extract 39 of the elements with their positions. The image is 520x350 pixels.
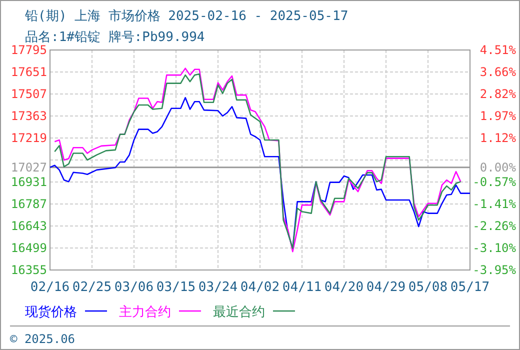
x-tick-label: 03/06: [114, 280, 154, 295]
y-tick-label: 17363: [10, 109, 47, 123]
y-tick-label: 17651: [10, 65, 47, 79]
x-tick-label: 05/08: [408, 280, 448, 295]
x-tick-label: 02/16: [30, 280, 70, 295]
x-tick-label: 03/24: [198, 280, 238, 295]
y-tick-label: 16787: [10, 197, 47, 211]
y2-tick-label: 1.97%: [480, 109, 517, 124]
y2-tick-label: -0.57%: [472, 175, 517, 190]
x-tick-label: 04/20: [324, 280, 364, 295]
y2-tick-label: 0.00%: [480, 160, 517, 174]
y2-tick-label: -2.26%: [472, 219, 517, 234]
y-tick-label: 17027: [10, 160, 47, 174]
x-tick-label: 05/17: [450, 280, 490, 295]
legend-label: 现货价格: [25, 305, 77, 320]
y-tick-label: 16355: [10, 263, 47, 277]
y-tick-label: 17507: [10, 87, 47, 101]
x-tick-label: 04/02: [240, 280, 280, 295]
x-tick-label: 03/15: [156, 280, 196, 295]
x-tick-label: 04/11: [282, 280, 322, 295]
y-tick-label: 16643: [10, 219, 47, 233]
legend-label: 主力合约: [119, 304, 171, 320]
y2-tick-label: -3.10%: [472, 240, 517, 255]
chart-subtitle: 品名:1#铅锭 牌号:Pb99.994: [25, 30, 205, 45]
y-tick-label: 16499: [10, 241, 47, 255]
x-tick-label: 04/29: [366, 280, 406, 295]
y2-tick-label: -3.95%: [472, 263, 517, 277]
y2-tick-label: 4.51%: [480, 43, 517, 57]
y2-tick-label: 3.66%: [480, 65, 517, 80]
y2-tick-label: -1.41%: [472, 196, 517, 211]
y-tick-label: 17219: [10, 131, 47, 145]
x-tick-label: 02/25: [72, 280, 112, 295]
y-tick-label: 17795: [10, 43, 47, 57]
legend-label: 最近合约: [213, 305, 265, 320]
y2-tick-label: 1.12%: [480, 131, 517, 146]
text: © 2025.06: [10, 332, 76, 346]
chart-title: 铅(期) 上海 市场价格 2025-02-16 - 2025-05-17: [24, 9, 348, 24]
y2-tick-label: 2.82%: [480, 86, 517, 101]
y-tick-label: 16931: [10, 175, 47, 189]
